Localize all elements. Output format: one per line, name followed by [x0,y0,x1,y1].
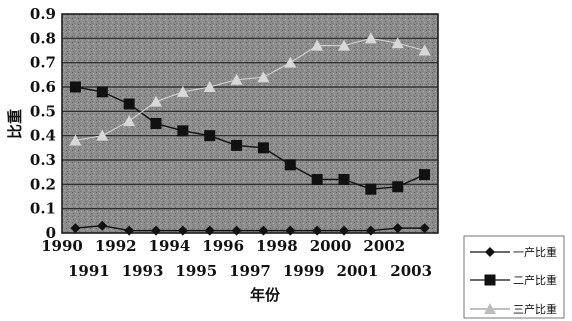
legend-marker [484,274,496,286]
y-tick-label: 0.1 [30,200,56,218]
x-axis-title: 年份 [250,286,281,304]
legend-item-2: 二产比重 [470,273,557,287]
x-tick-label-top: 1994 [149,237,191,255]
y-tick-label: 0 [46,224,56,242]
y-tick-label: 0.6 [30,78,56,96]
series-3-point [176,85,189,97]
x-tick-label-top: 1992 [95,237,137,255]
series-3-point [284,56,297,68]
legend-item-1: 一产比重 [470,245,557,259]
series-2-point [204,130,216,142]
series-1-point [97,220,108,231]
series-2-point [150,118,162,129]
series-1-point [312,225,323,236]
x-tick-label-top: 1996 [202,237,244,255]
y-tick-label: 0.4 [30,127,56,145]
series-1 [70,220,430,236]
series-3-point [418,44,431,56]
series-3-point [338,39,350,51]
series-1-point [339,225,349,236]
series-2-point [284,159,296,171]
gridlines [62,13,438,234]
series-2-point [123,98,135,110]
series-1-point [258,225,269,236]
legend-label: 一产比重 [513,245,557,259]
series-3-point [69,134,82,146]
y-tick-labels: 0 0.1 0.2 0.3 0.4 0.5 0.6 0.7 0.8 0.9 [30,5,56,242]
x-tick-label-bottom: 1995 [175,262,217,280]
y-tick-label: 0.2 [30,175,56,193]
legend-marker [485,247,495,257]
series-2-point [338,173,350,185]
series-2-point [257,142,269,154]
legend-box [463,235,565,319]
series-2-point [177,125,189,137]
series-2-point [231,139,243,151]
series-1-point [177,225,188,236]
series-2-point [365,183,377,195]
series-1-point [392,223,403,234]
series-layer [69,32,431,236]
series-3-point [364,32,377,44]
x-tick-label-bottom: 1993 [122,262,164,280]
y-tick-label: 0.7 [30,54,56,72]
series-3-point [203,81,216,92]
series-1-point [151,225,161,236]
series-3-point [391,37,404,49]
x-tick-label-top: 2000 [310,237,352,255]
series-2 [69,81,431,195]
series-1-point [231,225,242,236]
series-2-point [96,86,108,98]
x-tick-label-top: 2002 [363,237,405,255]
series-3-point [96,129,109,141]
series-3-point [257,71,270,83]
plot-area [61,13,439,234]
series-3-point [123,115,136,127]
legend-label: 二产比重 [513,273,557,287]
series-1-point [124,225,135,236]
series-2-point [392,181,404,193]
series-3-point [230,73,243,85]
x-tick-label-bottom: 1999 [283,262,325,280]
x-tick-label-bottom: 1997 [229,262,271,280]
legend-label: 三产比重 [513,302,557,316]
series-3-line [75,37,425,142]
series-1-point [70,223,81,234]
x-tick-labels: 1990 1992 1994 1996 1998 2000 2002 1991 1993 1995… [41,237,432,280]
series-1-point [419,223,430,234]
x-tick-label-bottom: 2001 [337,262,379,280]
legend-item-3: 三产比重 [470,302,557,316]
series-1-point [285,225,296,236]
y-tick-label: 0.3 [30,151,56,169]
y-tick-label: 0.5 [30,102,56,120]
series-3 [69,32,431,146]
y-axis-title: 比重 [6,109,24,139]
series-1-point [204,225,215,236]
series-2-point [419,169,431,181]
series-1-point [365,225,376,236]
y-tick-label: 0.8 [30,29,56,47]
series-2-point [311,173,323,185]
x-tick-label-bottom: 1991 [68,262,110,280]
series-2-point [69,81,81,93]
x-tick-label-bottom: 2003 [390,262,432,280]
legend-marker [484,303,496,314]
x-tick-label-top: 1998 [256,237,298,255]
y-tick-label: 0.9 [30,5,56,23]
series-3-point [150,95,162,107]
x-tick-label-top: 1990 [41,237,83,255]
series-3-point [311,39,324,51]
